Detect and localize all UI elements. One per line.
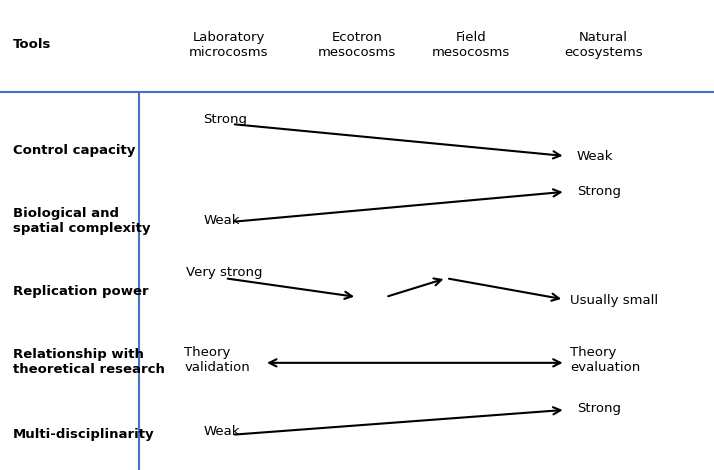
Text: Replication power: Replication power bbox=[13, 285, 149, 298]
Text: Theory
validation: Theory validation bbox=[184, 345, 250, 374]
Text: Weak: Weak bbox=[203, 425, 240, 438]
Text: Strong: Strong bbox=[577, 185, 621, 198]
Text: Very strong: Very strong bbox=[186, 266, 262, 279]
Text: Tools: Tools bbox=[13, 38, 51, 51]
Text: Weak: Weak bbox=[577, 149, 613, 163]
Text: Usually small: Usually small bbox=[570, 294, 658, 307]
Text: Field
mesocosms: Field mesocosms bbox=[432, 31, 511, 59]
Text: Theory
evaluation: Theory evaluation bbox=[570, 345, 640, 374]
Text: Ecotron
mesocosms: Ecotron mesocosms bbox=[318, 31, 396, 59]
Text: Relationship with
theoretical research: Relationship with theoretical research bbox=[13, 348, 165, 376]
Text: Biological and
spatial complexity: Biological and spatial complexity bbox=[13, 207, 151, 235]
Text: Strong: Strong bbox=[577, 402, 621, 415]
Text: Multi-disciplinarity: Multi-disciplinarity bbox=[13, 428, 154, 441]
Text: Weak: Weak bbox=[203, 214, 240, 227]
Text: Laboratory
microcosms: Laboratory microcosms bbox=[188, 31, 268, 59]
Text: Strong: Strong bbox=[203, 113, 248, 126]
Text: Natural
ecosystems: Natural ecosystems bbox=[564, 31, 643, 59]
Text: Control capacity: Control capacity bbox=[13, 144, 135, 157]
